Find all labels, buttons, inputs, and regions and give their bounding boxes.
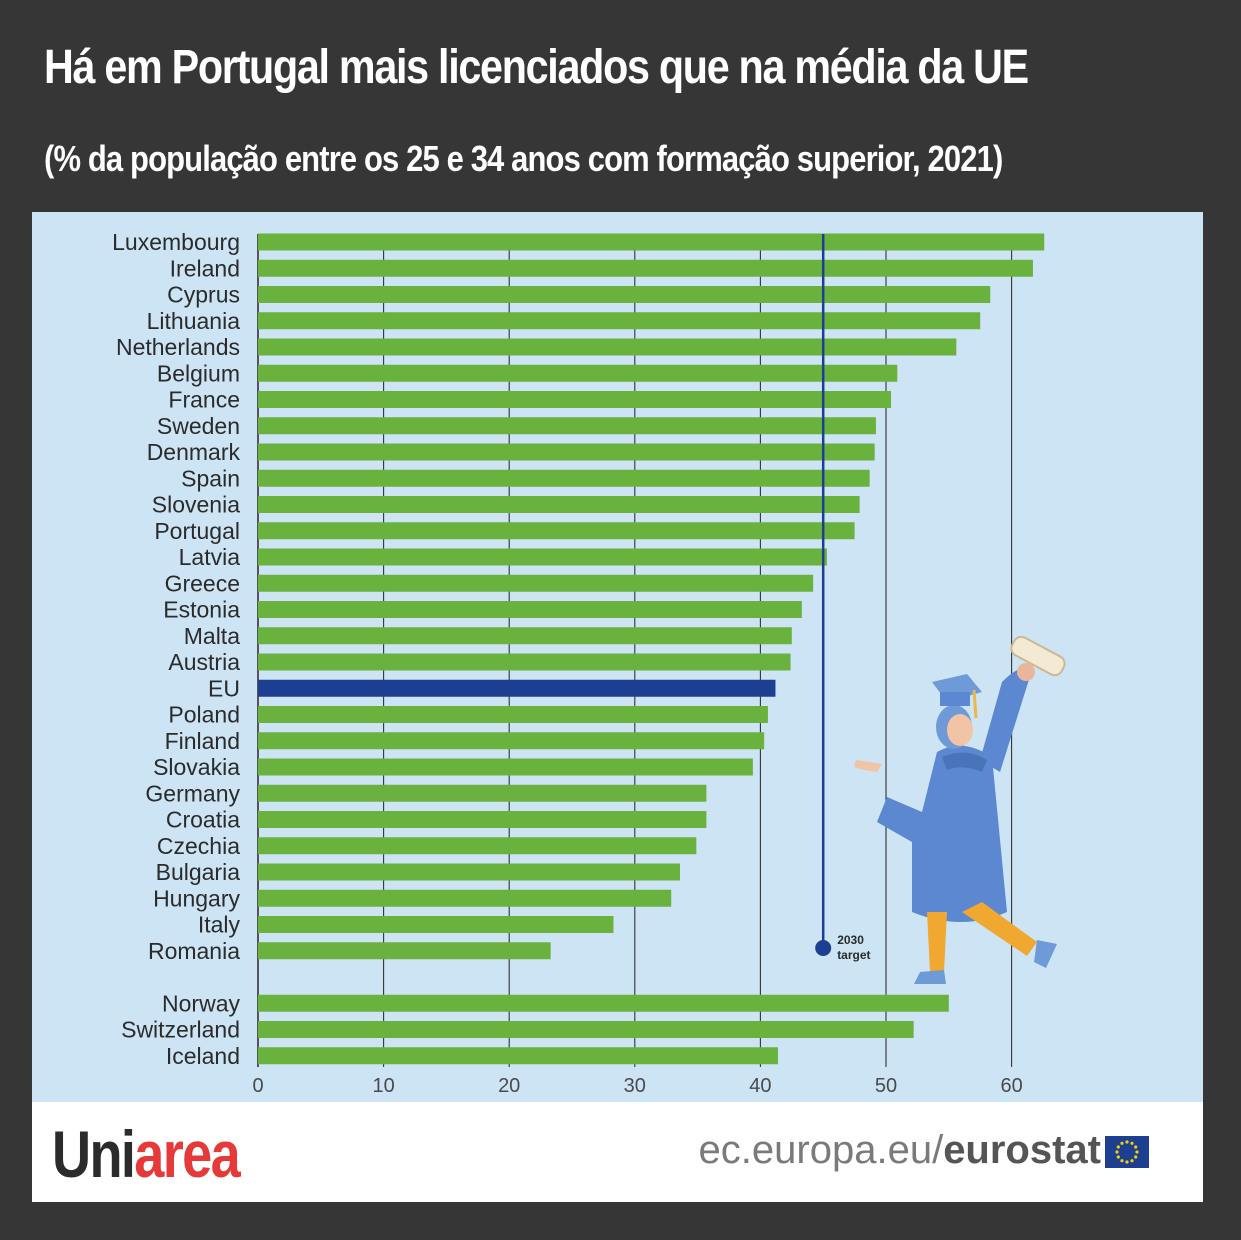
x-tick-label: 30	[624, 1075, 646, 1097]
category-label: Germany	[145, 780, 240, 806]
graduate-illustration-icon	[854, 635, 1066, 984]
source-eurostat: eurostat	[943, 1128, 1101, 1172]
category-labels: LuxembourgIrelandCyprusLithuaniaNetherla…	[112, 229, 240, 1069]
bars	[258, 233, 1045, 1065]
x-tick-label: 60	[1000, 1075, 1022, 1097]
bar-germany	[258, 784, 707, 802]
category-label: Belgium	[157, 360, 240, 386]
target-label: 2030	[837, 933, 864, 947]
category-label: Netherlands	[116, 334, 240, 360]
bar-chart: LuxembourgIrelandCyprusLithuaniaNetherla…	[112, 229, 1066, 1097]
bar-romania	[258, 942, 551, 960]
bar-switzerland	[258, 1021, 914, 1038]
bar-poland	[258, 706, 768, 723]
category-label: Iceland	[166, 1043, 240, 1069]
category-label: Latvia	[179, 544, 241, 570]
category-label: Finland	[165, 728, 240, 754]
category-label: Cyprus	[167, 282, 240, 308]
category-label: Slovenia	[152, 492, 240, 518]
category-label: Romania	[148, 938, 240, 964]
chart-title: Há em Portugal mais licenciados que na m…	[44, 41, 1029, 94]
x-tick-label: 40	[749, 1075, 771, 1097]
eu-flag-icon	[1105, 1136, 1149, 1168]
bar-slovenia	[258, 496, 860, 513]
x-tick-label: 50	[875, 1075, 897, 1097]
category-label: Greece	[165, 570, 240, 596]
bar-croatia	[258, 811, 707, 828]
bar-latvia	[258, 548, 827, 566]
chart-panel: Luxembourg Ireland Cyprus Lithuania Netherla…	[32, 212, 1203, 1102]
brand-logo: Uniarea	[52, 1116, 241, 1192]
category-label: Sweden	[157, 413, 240, 439]
bar-austria	[258, 653, 791, 671]
bar-portugal	[258, 522, 855, 540]
category-label: France	[168, 387, 240, 413]
bar-belgium	[258, 364, 898, 382]
target-dot	[815, 940, 832, 956]
category-label: Croatia	[166, 807, 240, 833]
target-label: target	[837, 948, 870, 962]
category-label: Luxembourg	[112, 229, 240, 255]
bar-finland	[258, 732, 765, 750]
category-label: Hungary	[153, 885, 240, 911]
bar-sweden	[258, 417, 876, 435]
bar-italy	[258, 916, 614, 933]
bar-iceland	[258, 1047, 778, 1065]
bar-hungary	[258, 889, 672, 907]
brand-text-area: area	[134, 1117, 240, 1191]
category-label: Lithuania	[147, 308, 241, 334]
bar-estonia	[258, 601, 802, 618]
category-label: Spain	[181, 465, 240, 491]
category-label: Austria	[168, 649, 240, 675]
chart-subtitle: (% da população entre os 25 e 34 anos co…	[44, 138, 1003, 179]
x-tick-label: 10	[372, 1075, 394, 1097]
category-label: Denmark	[147, 439, 241, 465]
bar-eu	[258, 679, 776, 697]
category-label: Estonia	[163, 597, 240, 623]
grid-lines	[257, 234, 1013, 1067]
category-label: Switzerland	[121, 1017, 240, 1043]
bar-denmark	[258, 443, 875, 461]
bar-luxembourg	[258, 233, 1045, 251]
brand-text-uni: Uni	[52, 1117, 136, 1191]
x-tick-label: 20	[498, 1075, 520, 1097]
bar-france	[258, 391, 892, 408]
category-label: Malta	[184, 623, 240, 649]
bar-bulgaria	[258, 863, 681, 881]
category-label: EU	[208, 675, 240, 701]
category-label: Norway	[162, 990, 240, 1016]
source-domain: ec.europa.eu/	[698, 1128, 944, 1172]
x-tick-label: 0	[252, 1075, 263, 1097]
bar-lithuania	[258, 312, 981, 330]
category-label: Bulgaria	[156, 859, 241, 885]
x-axis-ticks: 0 10 20 30 40 50 60	[252, 1075, 1022, 1097]
category-label: Ireland	[170, 255, 240, 281]
bar-czechia	[258, 837, 697, 855]
category-label: Italy	[198, 912, 241, 938]
bar-greece	[258, 574, 814, 592]
bar-cyprus	[258, 286, 991, 303]
category-label: Portugal	[154, 518, 240, 544]
category-label: Poland	[168, 702, 240, 728]
bar-slovakia	[258, 758, 753, 776]
bar-ireland	[258, 259, 1033, 277]
category-label: Czechia	[157, 833, 240, 859]
footer: Uniarea ec.europa.eu/eurostat	[32, 1102, 1203, 1202]
bar-norway	[258, 994, 949, 1012]
bar-netherlands	[258, 338, 957, 356]
source-link[interactable]: ec.europa.eu/eurostat	[699, 1128, 1101, 1173]
bar-malta	[258, 627, 792, 645]
bar-spain	[258, 469, 870, 487]
category-label: Slovakia	[153, 754, 240, 780]
